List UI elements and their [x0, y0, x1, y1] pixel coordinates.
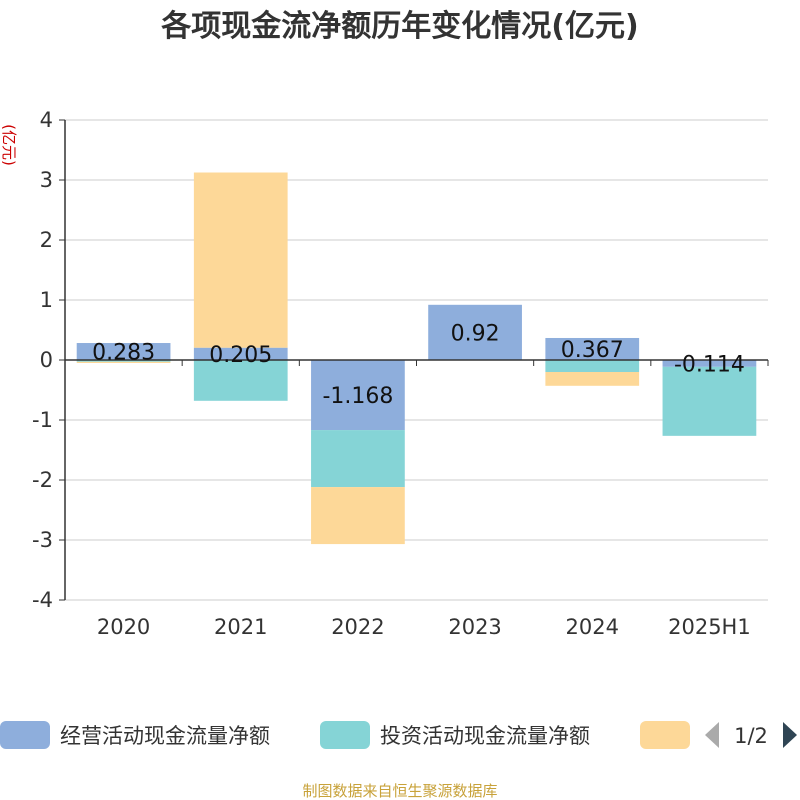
bar-series-2-2022	[311, 430, 405, 488]
x-tick-label: 2021	[214, 615, 267, 639]
legend-swatch-1	[0, 721, 50, 749]
bar-series-2-2024	[545, 360, 640, 372]
data-label: 0.205	[209, 343, 272, 368]
data-label: 0.367	[561, 338, 624, 363]
x-tick-label: 2020	[97, 615, 150, 639]
legend-swatch-3	[640, 721, 690, 749]
bar-series-1-2021	[193, 347, 288, 360]
legend-page-indicator: 1/2	[734, 724, 768, 748]
bar-series-1-2023	[428, 304, 522, 360]
legend-label-1: 经营活动现金流量净额	[60, 724, 270, 748]
source-note: 制图数据来自恒生聚源数据库	[302, 782, 497, 800]
bars	[76, 172, 757, 545]
y-tick-label: -2	[32, 468, 53, 492]
x-tick-label: 2023	[448, 615, 501, 639]
x-tick-label: 2025H1	[668, 615, 751, 639]
data-label: -0.114	[674, 352, 745, 377]
y-tick-label: 3	[40, 168, 53, 192]
bar-series-2-2021	[193, 360, 288, 401]
bar-series-3-2020	[76, 361, 171, 363]
y-tick-label: 1	[40, 288, 53, 312]
legend-next-icon[interactable]	[783, 722, 797, 748]
bar-series-3-2024	[545, 372, 640, 386]
axes: 4 3 2 1 0 -1 -2 -3 -4 2020 2021 2022 2023 2024 2025H1	[32, 108, 769, 639]
x-tick-label: 2022	[331, 615, 384, 639]
y-axis-unit: (亿元)	[0, 124, 18, 166]
bar-series-1-2022	[311, 360, 405, 431]
bar-series-1-2020	[76, 343, 171, 360]
bar-series-3-2022	[311, 487, 405, 545]
bar-series-1-2024	[545, 337, 640, 360]
y-tick-label: -3	[32, 528, 53, 552]
legend-swatch-2	[320, 721, 370, 749]
legend: 经营活动现金流量净额 投资活动现金流量净额 1/2	[0, 721, 797, 749]
legend-label-2: 投资活动现金流量净额	[380, 724, 590, 748]
bar-series-2-2025H1	[662, 366, 757, 436]
y-tick-label: -1	[32, 408, 53, 432]
y-tick-label: 0	[40, 348, 53, 372]
data-label: 0.92	[451, 321, 500, 346]
chart-title: 各项现金流净额历年变化情况(亿元)	[160, 9, 638, 44]
y-tick-label: 2	[40, 228, 53, 252]
legend-prev-icon[interactable]	[705, 722, 719, 748]
data-label: 0.283	[92, 341, 155, 366]
bar-series-1-2025H1	[662, 360, 757, 367]
bar-series-3-2021	[193, 172, 288, 348]
y-tick-label: -4	[32, 588, 53, 612]
y-tick-label: 4	[40, 108, 53, 132]
data-label: -1.168	[322, 384, 393, 409]
bar-series-2-2020	[76, 360, 171, 362]
x-tick-label: 2024	[566, 615, 619, 639]
data-labels: 0.283 0.205 -1.168 0.92 0.367 -0.114	[92, 321, 745, 409]
grid-lines	[65, 119, 768, 601]
